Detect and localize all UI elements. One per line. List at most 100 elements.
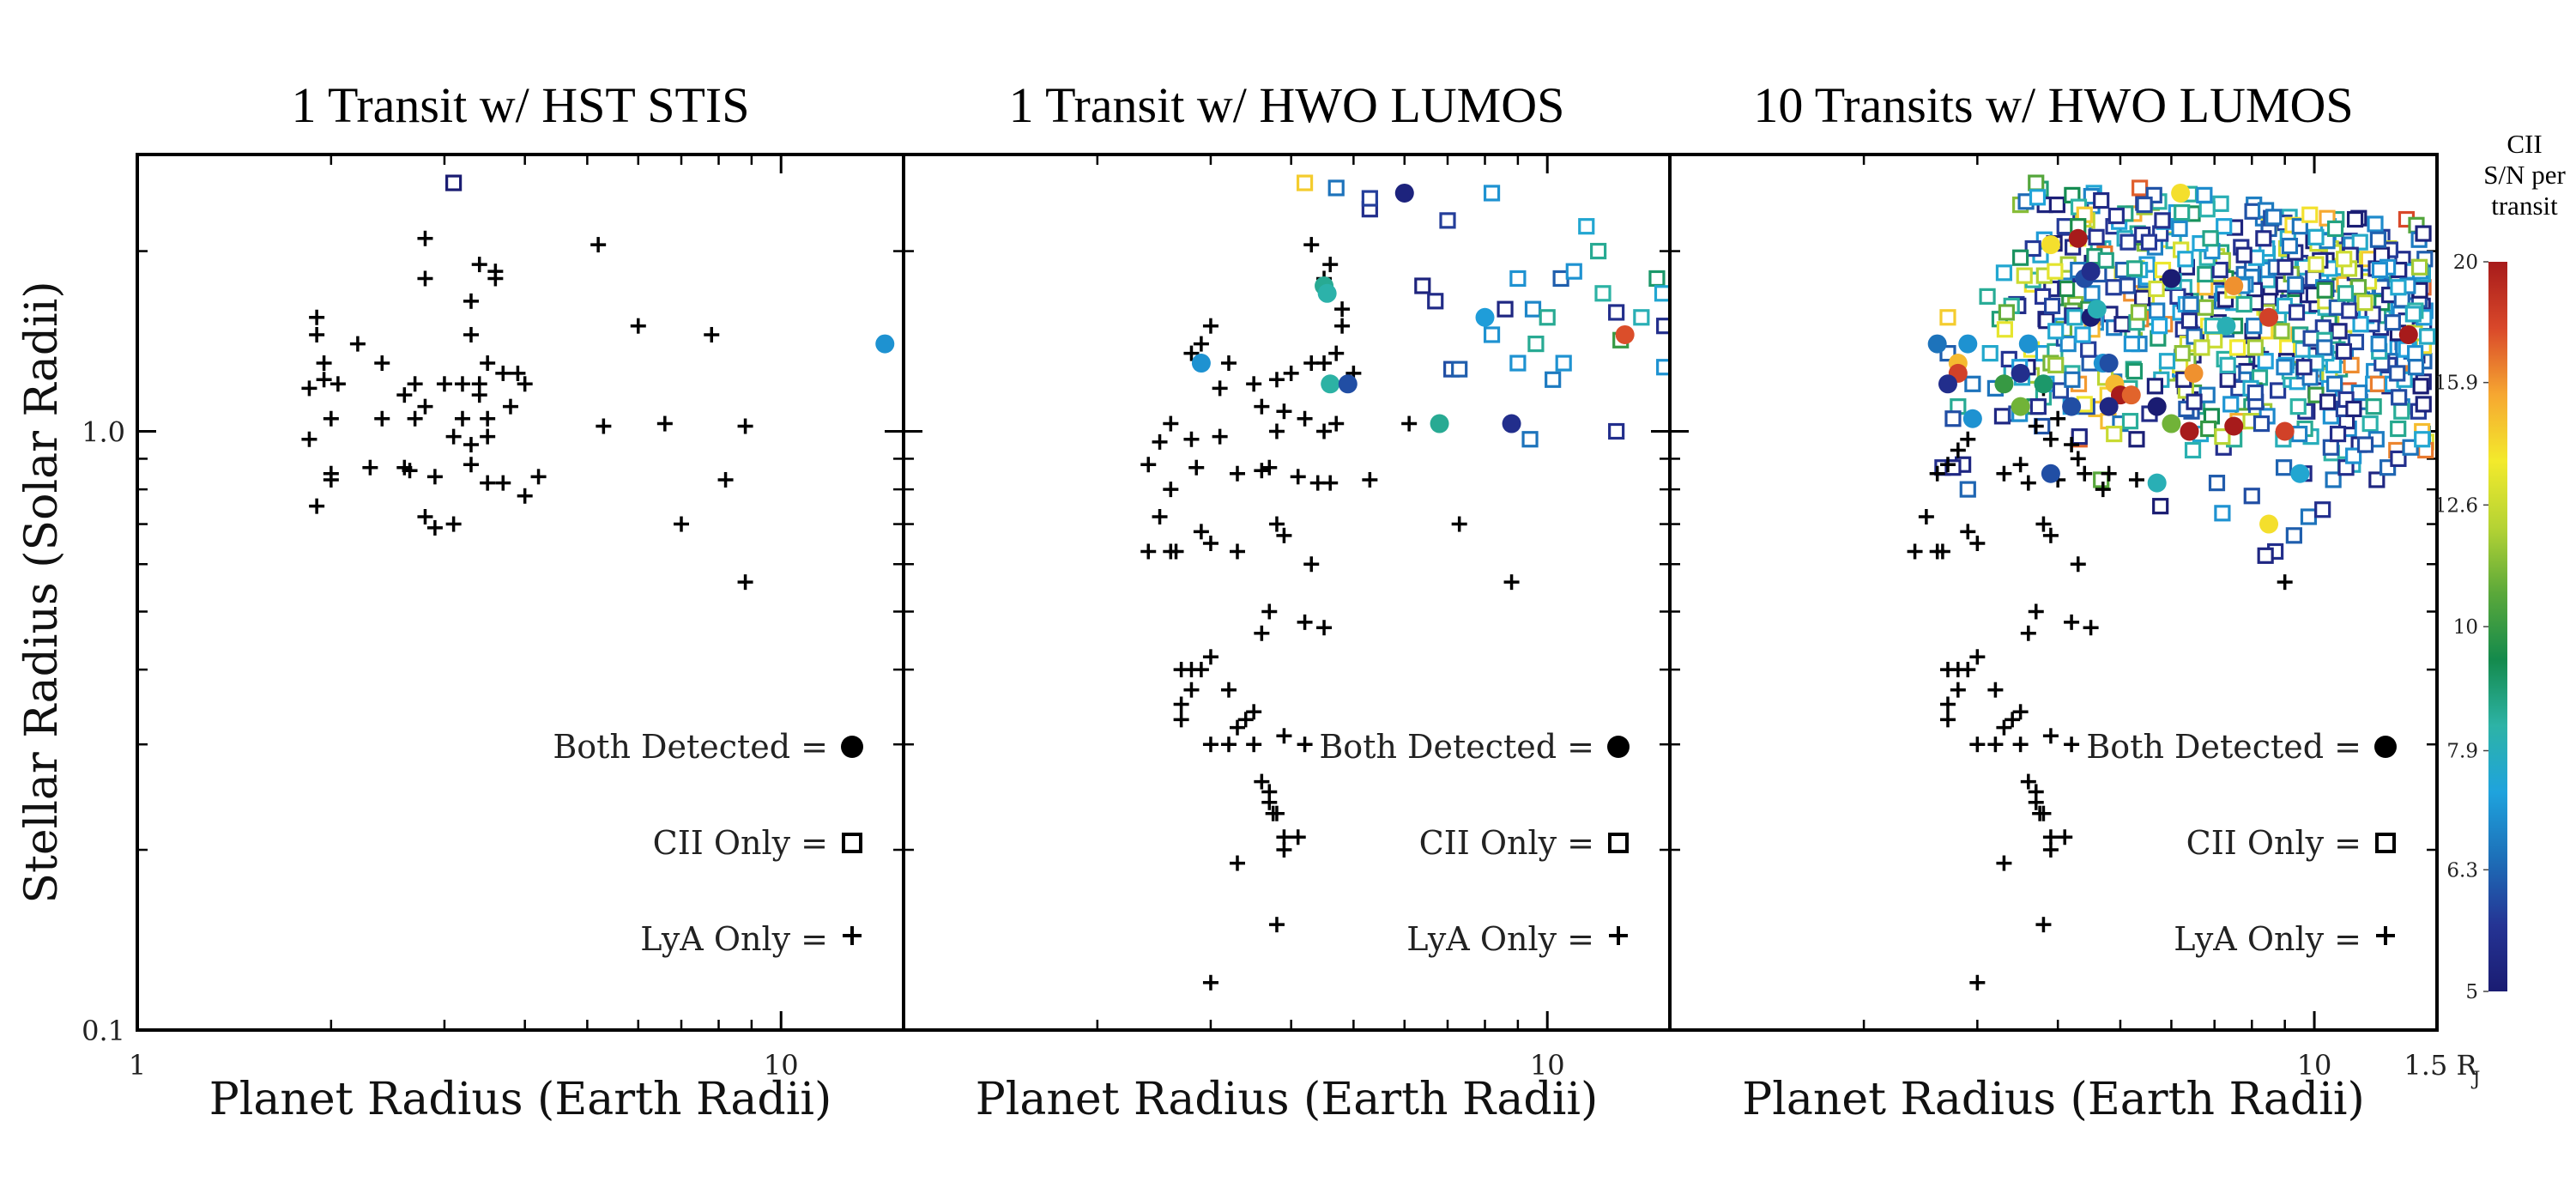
both-detected-point (2180, 421, 2199, 441)
cii-only-point (2407, 345, 2424, 362)
lya-only-point (1401, 415, 1418, 432)
panel-1: 1 Transit w/ HST STIS Planet Radius (Eart… (16, 77, 905, 1125)
cii-only-point (2326, 375, 2343, 392)
cii-only-point (2414, 431, 2431, 448)
cii-only-point (2211, 261, 2228, 279)
cii-only-point (2415, 396, 2432, 413)
both-detected-point (1994, 374, 2014, 394)
cii-only-point (2149, 302, 2166, 319)
lya-only-point (1220, 355, 1237, 372)
lya-only-point (1939, 696, 1956, 712)
lya-only-point (1168, 543, 1184, 560)
colorbar-tick-label: 20 (2453, 252, 2478, 274)
lya-only-point (1254, 625, 1270, 641)
both-detected-point (2259, 514, 2279, 534)
cii-only-point (1327, 179, 1345, 197)
lya-only-point (407, 410, 423, 427)
lya-only-point (1996, 465, 2012, 482)
lya-only-point (1939, 712, 1956, 728)
lya-only-point (374, 355, 390, 372)
lya-only-point (1193, 662, 1209, 678)
lya-only-point (463, 437, 479, 453)
both-detected-point (875, 334, 895, 354)
cii-only-point (2235, 246, 2252, 264)
lya-only-point (1254, 463, 1270, 479)
both-detected-point (1962, 409, 1982, 428)
lya-only-point (1202, 536, 1218, 552)
cii-only-point (2148, 280, 2165, 298)
cii-only-point (2347, 333, 2365, 351)
panel-3: 10 Transits w/ HWO LUMOS Planet Radius (E… (1668, 77, 2481, 1125)
x-tick-label-rj-subscript: J (2471, 1069, 2481, 1090)
plot-frame (136, 153, 905, 1032)
x-axis-label: Planet Radius (Earth Radii) (209, 1074, 832, 1125)
lya-only-point (1220, 682, 1237, 698)
cii-only-point (1939, 309, 1956, 326)
cii-only-point (1594, 285, 1612, 302)
lya-only-point (402, 463, 418, 479)
cii-only-point (1483, 326, 1501, 343)
cii-only-point (2407, 359, 2425, 376)
cii-only-point (2056, 218, 2073, 235)
cii-only-point (2295, 359, 2313, 376)
cii-only-point (1497, 300, 1514, 318)
lya-only-point (495, 365, 511, 381)
lya-only-point (1268, 516, 1285, 532)
both-detected-point (2062, 397, 2082, 416)
lya-only-point (1334, 301, 1351, 318)
lya-only-point (1960, 524, 1976, 540)
lya-only-point (1229, 719, 1245, 736)
cii-only-point (2302, 330, 2319, 347)
lya-only-point (301, 380, 317, 397)
cii-only-point (2252, 415, 2271, 433)
lya-only-point (1202, 318, 1218, 334)
lya-only-point (1202, 649, 1218, 665)
x-tick-label: 10 (2297, 1049, 2332, 1082)
lya-only-point (309, 498, 325, 514)
lya-only-point (426, 469, 443, 485)
cii-only-point (2196, 186, 2213, 203)
both-detected-point (2068, 228, 2088, 248)
lya-only-point (1193, 524, 1209, 540)
cii-only-point (2361, 415, 2379, 433)
colorbar-tick-label: 5 (2465, 981, 2478, 1003)
colorbar-title-line3: transit (2491, 191, 2558, 221)
lya-only-point (630, 318, 646, 334)
legend-square-marker (1608, 833, 1629, 853)
lya-only-point (1328, 415, 1345, 432)
lya-only-point (1996, 719, 2012, 736)
lya-only-point (2070, 451, 2086, 467)
panel-2: 1 Transit w/ HWO LUMOS Planet Radius (Ear… (902, 77, 1672, 1125)
cii-only-point (1524, 300, 1542, 318)
lya-only-point (396, 387, 413, 403)
lya-only-point (1188, 459, 1205, 476)
cii-only-point (2177, 251, 2194, 268)
lya-only-point (1960, 431, 1976, 447)
cii-only-point (1539, 309, 1556, 326)
lya-only-point (1907, 543, 1923, 560)
cii-only-point (2412, 378, 2429, 395)
cii-only-point (2047, 323, 2065, 340)
cii-only-point (2389, 365, 2406, 382)
lya-only-point (1276, 728, 1292, 744)
lya-only-point (1183, 431, 1200, 447)
both-detected-point (2398, 324, 2418, 344)
x-axis-label: Planet Radius (Earth Radii) (1742, 1074, 2365, 1125)
x-tick-label: 10 (764, 1049, 799, 1082)
legend-plus-marker (1609, 926, 1628, 945)
axis-ticks (136, 155, 904, 1032)
cii-only-point (1996, 321, 2014, 338)
panel-title: 1 Transit w/ HWO LUMOS (1009, 77, 1565, 133)
cii-only-point (2390, 420, 2407, 438)
lya-only-point (2064, 736, 2080, 753)
cii-only-point (2316, 339, 2333, 356)
lya-only-point (1987, 682, 2004, 698)
lya-only-point (1212, 380, 1228, 397)
cii-only-point (2119, 233, 2137, 251)
cii-only-point (2404, 306, 2422, 323)
cii-only-point (2093, 191, 2110, 209)
cii-only-point (2130, 304, 2148, 321)
cii-only-point (1995, 264, 2013, 282)
cii-only-point (2197, 265, 2214, 283)
